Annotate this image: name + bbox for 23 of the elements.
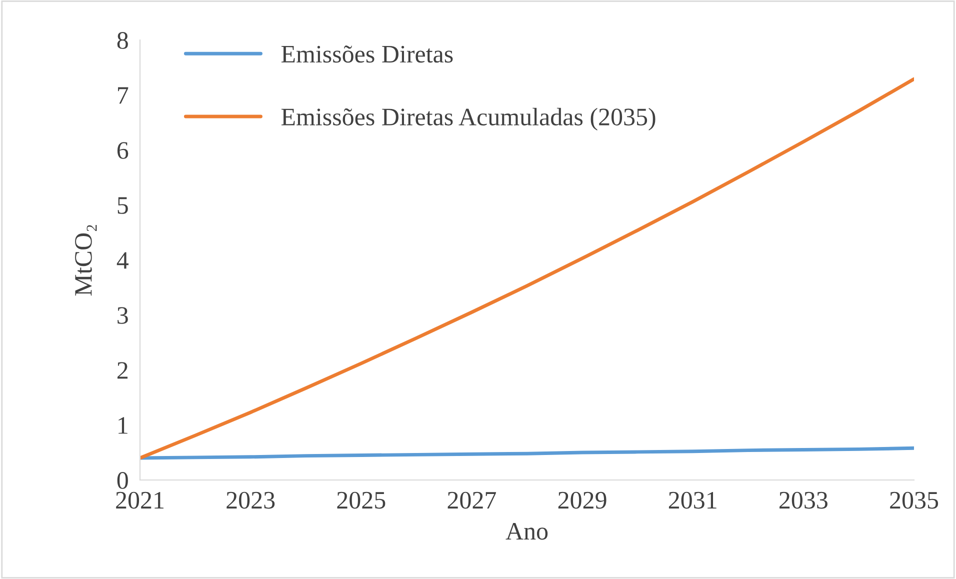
x-tick-label: 2035	[890, 492, 938, 509]
y-tick-label: 1	[118, 417, 128, 434]
y-axis-title: MtCO₂	[75, 225, 97, 296]
x-tick-label: 2031	[668, 492, 716, 509]
x-tick-label: 2027	[448, 492, 496, 509]
x-tick-label: 2023	[226, 492, 275, 509]
line-series	[140, 446, 914, 460]
y-tick-label: 3	[118, 307, 128, 324]
y-tick-label: 8	[117, 32, 128, 49]
line-series	[140, 77, 914, 460]
y-tick-label: 0	[117, 472, 128, 489]
x-axis-title: Ano	[506, 522, 548, 540]
y-tick-label: 5	[118, 197, 128, 214]
x-tick-label: 2033	[780, 492, 828, 509]
legend-label: Emissões Diretas Acumuladas (2035)	[281, 108, 656, 131]
y-tick-label: 4	[116, 252, 128, 269]
y-tick-label: 6	[117, 142, 128, 159]
x-tick-label: 2025	[337, 492, 386, 509]
y-tick-label: 2	[117, 362, 128, 379]
x-tick-label: 2029	[558, 492, 606, 509]
y-tick-label: 7	[118, 87, 128, 104]
x-tick-label: 2021	[116, 492, 164, 509]
legend-label: Emissões Diretas	[281, 46, 453, 63]
